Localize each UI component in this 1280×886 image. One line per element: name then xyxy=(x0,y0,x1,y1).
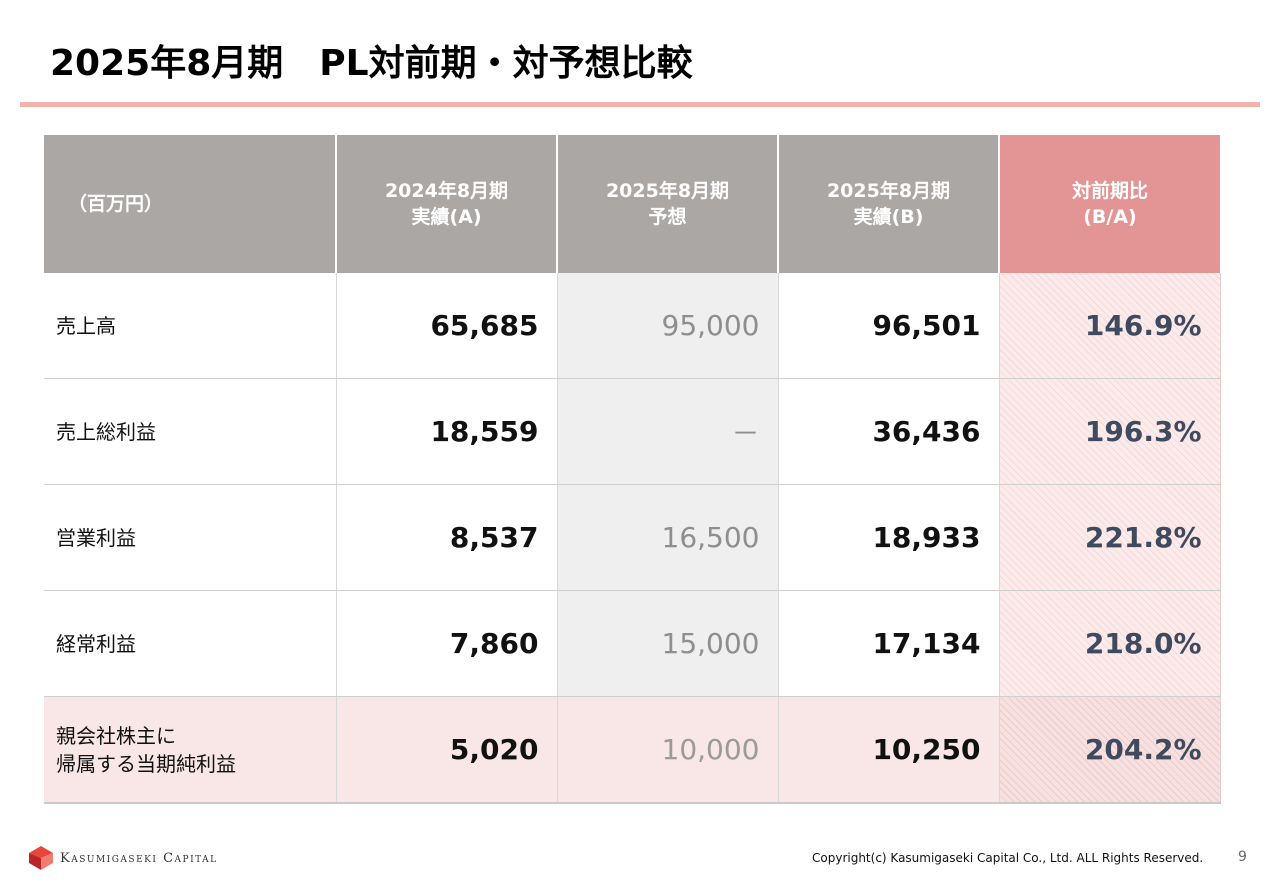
header-actual-2024-label: 実績(A) xyxy=(411,206,482,228)
header-forecast-2025: 2025年8月期 予想 xyxy=(557,135,779,273)
cell-actual-2024: 7,860 xyxy=(336,590,558,697)
header-actual-2025-label: 実績(B) xyxy=(853,206,924,228)
table-row-ordinary-profit: 経常利益 7,860 15,000 17,134 218.0% xyxy=(44,590,1221,697)
row-label: 営業利益 xyxy=(44,484,337,591)
cell-actual-2024: 18,559 xyxy=(336,378,558,485)
row-label: 売上高 xyxy=(44,273,337,379)
header-yoy-ratio-title: 対前期比 xyxy=(1071,180,1148,202)
table-row-net-sales: 売上高 65,685 95,000 96,501 146.9% xyxy=(44,273,1221,379)
header-actual-2025-period: 2025年8月期 xyxy=(826,180,951,202)
logo-cube-icon xyxy=(29,846,53,870)
cell-actual-2024: 8,537 xyxy=(336,484,558,591)
cell-yoy-ratio: 196.3% xyxy=(999,378,1221,485)
unit-header: （百万円） xyxy=(44,135,337,273)
header-actual-2025: 2025年8月期 実績(B) xyxy=(778,135,1000,273)
table-row-gross-profit: 売上総利益 18,559 － 36,436 196.3% xyxy=(44,378,1221,485)
cell-actual-2025: 17,134 xyxy=(778,590,1000,697)
cell-forecast-2025: 95,000 xyxy=(557,273,779,379)
copyright-notice: Copyright(c) Kasumigaseki Capital Co., L… xyxy=(812,851,1204,865)
title-divider xyxy=(20,102,1260,107)
row-label-line: 親会社株主に xyxy=(56,723,176,748)
row-label-line: 売上高 xyxy=(56,313,116,338)
row-label: 売上総利益 xyxy=(44,378,337,485)
cell-actual-2024: 65,685 xyxy=(336,273,558,379)
header-forecast-2025-label: 予想 xyxy=(648,206,687,228)
cell-actual-2025: 36,436 xyxy=(778,378,1000,485)
cell-actual-2025: 10,250 xyxy=(778,696,1000,804)
logo-text: Kasumigaseki Capital xyxy=(60,850,218,866)
row-label: 親会社株主に 帰属する当期純利益 xyxy=(44,696,337,804)
row-label-line: 営業利益 xyxy=(56,525,136,550)
row-label-line: 帰属する当期純利益 xyxy=(56,751,236,776)
header-forecast-2025-period: 2025年8月期 xyxy=(605,180,730,202)
page-number: 9 xyxy=(1238,849,1247,865)
cell-forecast-2025: 15,000 xyxy=(557,590,779,697)
table-row-operating-profit: 営業利益 8,537 16,500 18,933 221.8% xyxy=(44,484,1221,591)
header-actual-2024-period: 2024年8月期 xyxy=(384,180,509,202)
cell-actual-2025: 18,933 xyxy=(778,484,1000,591)
row-label-line: 経常利益 xyxy=(56,631,136,656)
cell-actual-2024: 5,020 xyxy=(336,696,558,804)
table-header-row: （百万円） 2024年8月期 実績(A) 2025年8月期 予想 2025年8月… xyxy=(44,135,1220,273)
cell-forecast-2025: 16,500 xyxy=(557,484,779,591)
cell-yoy-ratio: 218.0% xyxy=(999,590,1221,697)
header-yoy-ratio: 対前期比 (B/A) xyxy=(999,135,1220,273)
page-title: 2025年8月期 PL対前期・対予想比較 xyxy=(50,43,693,84)
cell-forecast-2025: 10,000 xyxy=(557,696,779,804)
header-actual-2024: 2024年8月期 実績(A) xyxy=(336,135,558,273)
cell-forecast-2025: － xyxy=(557,378,779,485)
cell-actual-2025: 96,501 xyxy=(778,273,1000,379)
cell-yoy-ratio: 204.2% xyxy=(999,696,1221,804)
pl-comparison-table: （百万円） 2024年8月期 実績(A) 2025年8月期 予想 2025年8月… xyxy=(44,135,1221,804)
header-yoy-ratio-formula: (B/A) xyxy=(1083,206,1137,228)
row-label: 経常利益 xyxy=(44,590,337,697)
company-logo: Kasumigaseki Capital xyxy=(28,845,218,871)
row-label-line: 売上総利益 xyxy=(56,419,156,444)
cell-yoy-ratio: 221.8% xyxy=(999,484,1221,591)
table-row-net-income: 親会社株主に 帰属する当期純利益 5,020 10,000 10,250 204… xyxy=(44,696,1221,804)
cell-yoy-ratio: 146.9% xyxy=(999,273,1221,379)
